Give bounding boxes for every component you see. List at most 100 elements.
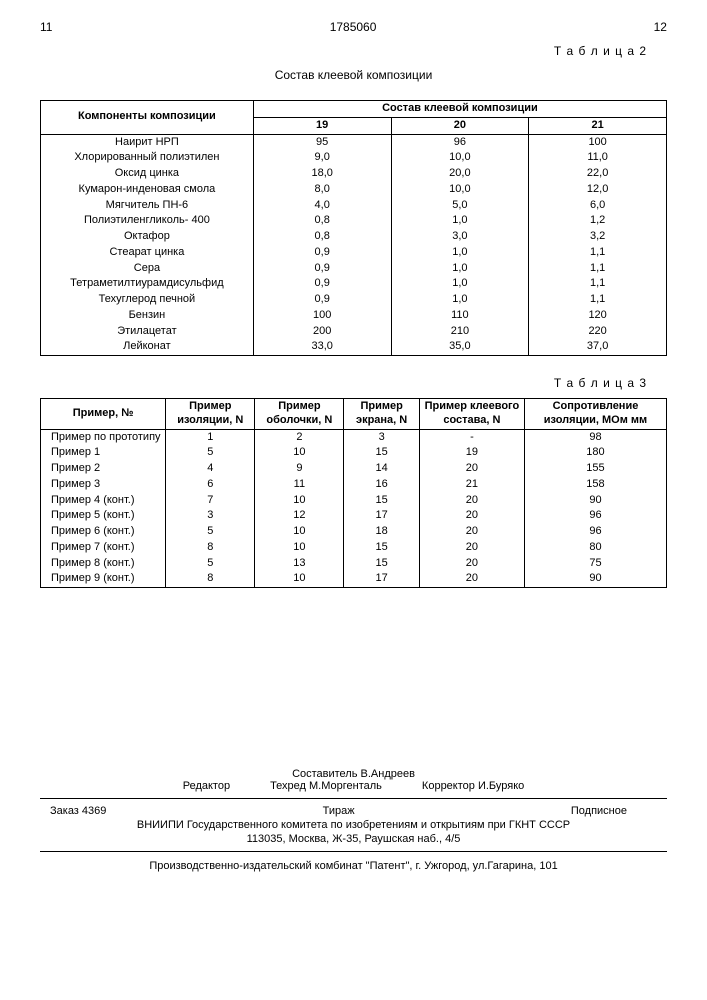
table3: Пример, № Пример изоляции, N Пример обол…	[40, 398, 667, 588]
page-left: 11	[40, 20, 52, 34]
editor-label: Редактор	[183, 780, 230, 792]
table-cell: 1,1	[529, 245, 667, 261]
table-cell: 10,0	[391, 150, 529, 166]
t3-col: Пример изоляции, N	[166, 399, 255, 430]
t2-col: 19	[253, 117, 391, 134]
table-cell: Лейконат	[41, 339, 254, 355]
table-cell: 14	[344, 461, 419, 477]
table-cell: 100	[529, 134, 667, 150]
page-right: 12	[654, 20, 667, 34]
table-cell: Пример 6 (конт.)	[41, 524, 166, 540]
table-cell: 35,0	[391, 339, 529, 355]
table-cell: 20	[419, 524, 524, 540]
table-cell: Сера	[41, 261, 254, 277]
table-cell: 4,0	[253, 198, 391, 214]
table-cell: 11	[255, 477, 344, 493]
table-cell: 96	[391, 134, 529, 150]
table-cell: 8	[166, 540, 255, 556]
table-cell: 4	[166, 461, 255, 477]
table-cell: 180	[524, 445, 666, 461]
table-cell: 158	[524, 477, 666, 493]
table-cell: Стеарат цинка	[41, 245, 254, 261]
table-cell: Пример 9 (конт.)	[41, 571, 166, 587]
t3-col: Пример, №	[41, 399, 166, 430]
table-cell: 210	[391, 324, 529, 340]
table-cell: 1	[166, 429, 255, 445]
table-cell: 20,0	[391, 166, 529, 182]
t2-col: 21	[529, 117, 667, 134]
table-cell: 1,0	[391, 245, 529, 261]
table-cell: Пример 8 (конт.)	[41, 556, 166, 572]
table-cell: Пример по прототипу	[41, 429, 166, 445]
table-cell: 90	[524, 571, 666, 587]
table-cell: 100	[253, 308, 391, 324]
table-cell: 3	[166, 508, 255, 524]
table-cell: 1,1	[529, 292, 667, 308]
table-cell: Пример 2	[41, 461, 166, 477]
table-cell: 0,8	[253, 229, 391, 245]
org2: 113035, Москва, Ж-35, Раушская наб., 4/5	[40, 833, 667, 845]
table2: Компоненты композиции Состав клеевой ком…	[40, 100, 667, 356]
table-cell: 10	[255, 540, 344, 556]
table-cell: Кумарон-инденовая смола	[41, 182, 254, 198]
table-cell: 10	[255, 445, 344, 461]
table-cell: 0,8	[253, 213, 391, 229]
table-cell: 20	[419, 508, 524, 524]
tech: Техред М.Моргенталь	[270, 780, 382, 792]
table-cell: 13	[255, 556, 344, 572]
table-cell: 11,0	[529, 150, 667, 166]
compiler: Составитель В.Андреев	[40, 768, 667, 780]
table-cell: Бензин	[41, 308, 254, 324]
table-cell: Пример 7 (конт.)	[41, 540, 166, 556]
table-cell: 8,0	[253, 182, 391, 198]
table-cell: Оксид цинка	[41, 166, 254, 182]
table-cell: 5,0	[391, 198, 529, 214]
table-cell: Пример 4 (конт.)	[41, 493, 166, 509]
table-cell: 9,0	[253, 150, 391, 166]
org1: ВНИИПИ Государственного комитета по изоб…	[40, 819, 667, 831]
table-cell: 95	[253, 134, 391, 150]
table-cell: 16	[344, 477, 419, 493]
table-cell: 22,0	[529, 166, 667, 182]
table-cell: 5	[166, 556, 255, 572]
table-cell: 5	[166, 445, 255, 461]
table-cell: 15	[344, 556, 419, 572]
page-header: 11 1785060 12	[40, 20, 667, 34]
table-cell: 110	[391, 308, 529, 324]
table-cell: Пример 5 (конт.)	[41, 508, 166, 524]
table-cell: 1,1	[529, 261, 667, 277]
table-cell: 10	[255, 493, 344, 509]
table-cell: 8	[166, 571, 255, 587]
table2-title: Состав клеевой композиции	[40, 68, 667, 82]
table-cell: 6,0	[529, 198, 667, 214]
table-cell: 90	[524, 493, 666, 509]
table-cell: Полиэтиленгликоль- 400	[41, 213, 254, 229]
table-cell: 3	[344, 429, 419, 445]
table-cell: 0,9	[253, 261, 391, 277]
table-cell: 200	[253, 324, 391, 340]
table-cell: Пример 3	[41, 477, 166, 493]
table-cell: 5	[166, 524, 255, 540]
table2-label: Т а б л и ц а 2	[40, 44, 647, 58]
table-cell: 37,0	[529, 339, 667, 355]
table-cell: Этилацетат	[41, 324, 254, 340]
table-cell: 1,0	[391, 276, 529, 292]
table-cell: 21	[419, 477, 524, 493]
t3-col: Пример клеевого состава, N	[419, 399, 524, 430]
table-cell: 17	[344, 508, 419, 524]
table-cell: 10	[255, 571, 344, 587]
table3-label: Т а б л и ц а 3	[40, 376, 647, 390]
table-cell: Мягчитель ПН-6	[41, 198, 254, 214]
t2-head-right: Состав клеевой композиции	[253, 101, 666, 118]
table-cell: 96	[524, 524, 666, 540]
table-cell: -	[419, 429, 524, 445]
table-cell: 0,9	[253, 276, 391, 292]
addr: Производственно-издательский комбинат "П…	[40, 860, 667, 872]
corrector: Корректор И.Буряко	[422, 780, 524, 792]
table-cell: Техуглерод печной	[41, 292, 254, 308]
table-cell: 15	[344, 493, 419, 509]
table-cell: 10	[255, 524, 344, 540]
table-cell: 1,0	[391, 292, 529, 308]
t2-col: 20	[391, 117, 529, 134]
order: Заказ 4369	[50, 805, 106, 817]
